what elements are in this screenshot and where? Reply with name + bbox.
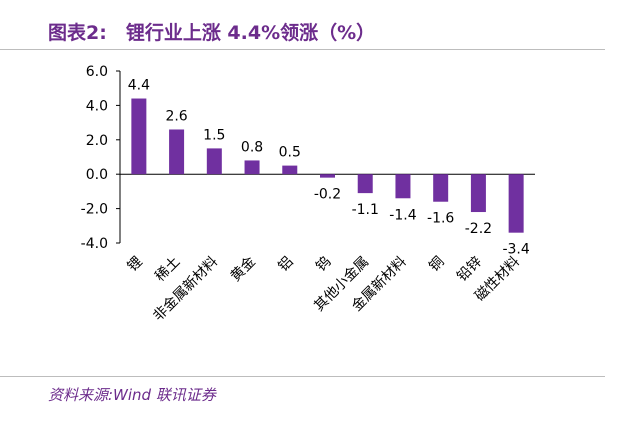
x-category-label: 钨 [313, 254, 334, 275]
bar [320, 174, 335, 178]
x-category-label: 锂 [124, 254, 145, 275]
x-category-label: 稀土 [152, 254, 183, 285]
bar [508, 174, 524, 233]
data-label: -1.6 [427, 211, 454, 227]
bar [206, 148, 222, 175]
bar [169, 129, 185, 175]
title-divider [0, 49, 605, 50]
y-tick-label: -2.0 [81, 202, 108, 218]
data-label: -1.4 [389, 207, 416, 223]
bar-chart: 6.04.02.00.0-2.0-4.04.4锂2.6稀土1.5非金属新材料0.… [81, 64, 535, 324]
data-label: 0.8 [241, 139, 263, 155]
x-category-label: 铜 [426, 254, 447, 275]
y-tick-label: -4.0 [81, 236, 108, 252]
data-label: -1.1 [352, 202, 379, 218]
bar [395, 174, 411, 199]
footer-divider [0, 376, 605, 377]
data-label: 2.6 [165, 108, 187, 124]
y-tick-label: 6.0 [86, 64, 108, 80]
y-tick-label: 0.0 [86, 167, 108, 183]
figure-header: 图表2: 锂行业上涨 4.4%领涨（%） [0, 0, 618, 50]
y-tick-label: 4.0 [86, 98, 108, 114]
chart-area: 6.0 4.0 2.0 0.0 -2.0 -4.0 4.4 锂 2.6 稀土 1.5 非金属新材料 0.… [0, 52, 618, 362]
bar [433, 174, 449, 202]
bar [131, 98, 147, 175]
figure-title: 图表2: 锂行业上涨 4.4%领涨（%） [48, 22, 376, 44]
x-category-label: 铅锌 [454, 254, 485, 285]
y-tick-label: 2.0 [86, 133, 108, 149]
data-label: -2.2 [465, 221, 492, 237]
bar [244, 160, 260, 175]
data-label: 4.4 [128, 78, 150, 94]
source-note: 资料来源:Wind 联讯证券 [48, 386, 216, 404]
x-category-label: 黄金 [227, 253, 259, 285]
data-label: -0.2 [314, 187, 341, 203]
bar [282, 165, 298, 175]
bar [357, 174, 373, 194]
data-label: 0.5 [279, 145, 301, 161]
x-category-label: 铝 [275, 254, 296, 275]
data-label: -3.4 [502, 242, 529, 258]
bar [470, 174, 486, 213]
data-label: 1.5 [203, 127, 225, 143]
